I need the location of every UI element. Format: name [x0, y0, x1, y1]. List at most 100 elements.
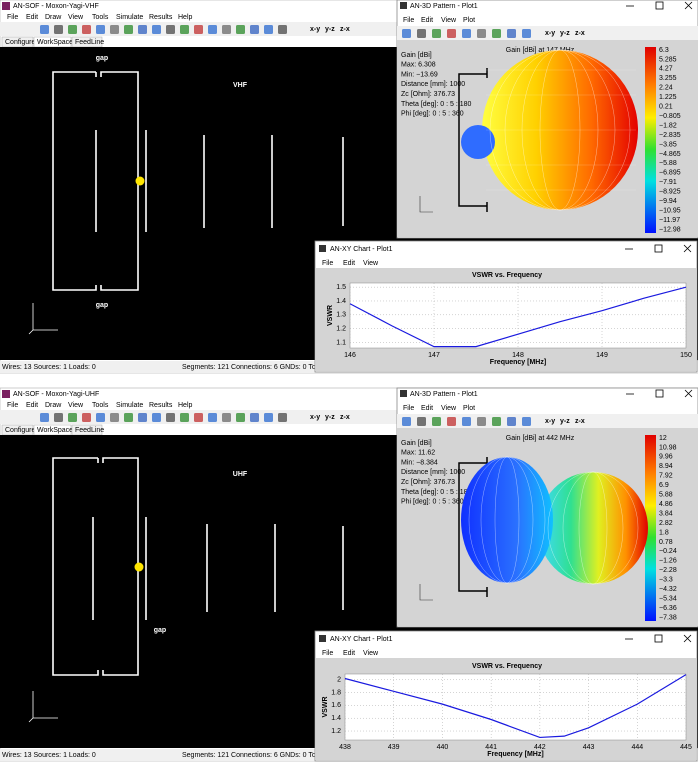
close-button[interactable]	[684, 1, 693, 10]
toolbar-button[interactable]	[222, 413, 231, 422]
menu-item[interactable]: Plot	[463, 405, 475, 412]
close-button[interactable]	[683, 634, 692, 643]
toolbar-label[interactable]: x-y	[310, 26, 320, 33]
tab-label[interactable]: Configure	[5, 427, 35, 434]
toolbar-button[interactable]	[264, 413, 273, 422]
toolbar-button[interactable]	[166, 413, 175, 422]
menu-item[interactable]: Edit	[26, 14, 38, 21]
toolbar-button[interactable]	[462, 29, 471, 38]
menu-item[interactable]: View	[363, 260, 379, 267]
menu-item[interactable]: Edit	[26, 402, 38, 409]
menu-item[interactable]: Simulate	[116, 14, 143, 21]
toolbar-button[interactable]	[194, 413, 203, 422]
toolbar-button[interactable]	[507, 417, 516, 426]
toolbar-button[interactable]	[417, 29, 426, 38]
toolbar-label[interactable]: x-y	[545, 30, 555, 37]
menu-item[interactable]: Tools	[92, 402, 109, 409]
toolbar-button[interactable]	[54, 25, 63, 34]
toolbar-label[interactable]: x-y	[545, 418, 555, 425]
toolbar-label[interactable]: y-z	[560, 30, 570, 37]
toolbar-button[interactable]	[152, 25, 161, 34]
maximize-button[interactable]	[654, 244, 663, 253]
toolbar-button[interactable]	[222, 25, 231, 34]
toolbar-button[interactable]	[402, 29, 411, 38]
toolbar-button[interactable]	[208, 413, 217, 422]
maximize-button[interactable]	[655, 1, 664, 10]
toolbar-button[interactable]	[492, 29, 501, 38]
menu-item[interactable]: Help	[178, 14, 193, 21]
close-button[interactable]	[684, 389, 693, 398]
menu-item[interactable]: Draw	[45, 402, 62, 409]
toolbar-button[interactable]	[152, 413, 161, 422]
menu-item[interactable]: Simulate	[116, 402, 143, 409]
menu-item[interactable]: File	[7, 14, 18, 21]
toolbar-button[interactable]	[417, 417, 426, 426]
toolbar-label[interactable]: y-z	[325, 26, 335, 33]
toolbar-button[interactable]	[40, 413, 49, 422]
toolbar-button[interactable]	[402, 417, 411, 426]
toolbar-button[interactable]	[447, 417, 456, 426]
toolbar-button[interactable]	[124, 413, 133, 422]
toolbar-button[interactable]	[236, 25, 245, 34]
toolbar-button[interactable]	[110, 413, 119, 422]
toolbar-label[interactable]: z-x	[340, 414, 350, 421]
tab-label[interactable]: WorkSpace	[37, 39, 73, 46]
tab-label[interactable]: WorkSpace	[37, 427, 73, 434]
menu-item[interactable]: View	[68, 14, 84, 21]
toolbar-button[interactable]	[250, 25, 259, 34]
toolbar-label[interactable]: z-x	[340, 26, 350, 33]
menu-item[interactable]: File	[322, 260, 333, 267]
toolbar-label[interactable]: z-x	[575, 418, 585, 425]
menu-item[interactable]: View	[363, 650, 379, 657]
toolbar-button[interactable]	[477, 29, 486, 38]
tab-label[interactable]: FeedLine	[75, 39, 104, 46]
menu-item[interactable]: File	[7, 402, 18, 409]
menu-item[interactable]: Edit	[343, 650, 355, 657]
toolbar-button[interactable]	[507, 29, 516, 38]
toolbar-button[interactable]	[40, 25, 49, 34]
toolbar-button[interactable]	[180, 413, 189, 422]
toolbar-button[interactable]	[124, 25, 133, 34]
menu-item[interactable]: Edit	[421, 405, 433, 412]
toolbar-button[interactable]	[522, 417, 531, 426]
toolbar-button[interactable]	[96, 413, 105, 422]
menu-item[interactable]: File	[403, 405, 414, 412]
toolbar-button[interactable]	[278, 413, 287, 422]
toolbar-button[interactable]	[432, 29, 441, 38]
toolbar-button[interactable]	[250, 413, 259, 422]
toolbar-button[interactable]	[110, 25, 119, 34]
toolbar-label[interactable]: z-x	[575, 30, 585, 37]
toolbar-button[interactable]	[208, 25, 217, 34]
toolbar-button[interactable]	[194, 25, 203, 34]
menu-item[interactable]: View	[441, 405, 457, 412]
toolbar-label[interactable]: x-y	[310, 414, 320, 421]
toolbar-button[interactable]	[522, 29, 531, 38]
menu-item[interactable]: Results	[149, 14, 173, 21]
menu-item[interactable]: Draw	[45, 14, 62, 21]
toolbar-button[interactable]	[236, 413, 245, 422]
toolbar-button[interactable]	[166, 25, 175, 34]
menu-item[interactable]: Edit	[343, 260, 355, 267]
toolbar-button[interactable]	[447, 29, 456, 38]
toolbar-button[interactable]	[96, 25, 105, 34]
toolbar-button[interactable]	[82, 413, 91, 422]
close-button[interactable]	[683, 244, 692, 253]
menu-item[interactable]: Edit	[421, 17, 433, 24]
menu-item[interactable]: View	[68, 402, 84, 409]
toolbar-button[interactable]	[264, 25, 273, 34]
toolbar-button[interactable]	[432, 417, 441, 426]
tab-label[interactable]: Configure	[5, 39, 35, 46]
toolbar-button[interactable]	[180, 25, 189, 34]
menu-item[interactable]: Help	[178, 402, 193, 409]
maximize-button[interactable]	[655, 389, 664, 398]
toolbar-button[interactable]	[492, 417, 501, 426]
menu-item[interactable]: Tools	[92, 14, 109, 21]
toolbar-button[interactable]	[138, 25, 147, 34]
maximize-button[interactable]	[654, 634, 663, 643]
menu-item[interactable]: File	[403, 17, 414, 24]
toolbar-button[interactable]	[68, 413, 77, 422]
toolbar-button[interactable]	[68, 25, 77, 34]
toolbar-button[interactable]	[138, 413, 147, 422]
menu-item[interactable]: File	[322, 650, 333, 657]
toolbar-button[interactable]	[477, 417, 486, 426]
